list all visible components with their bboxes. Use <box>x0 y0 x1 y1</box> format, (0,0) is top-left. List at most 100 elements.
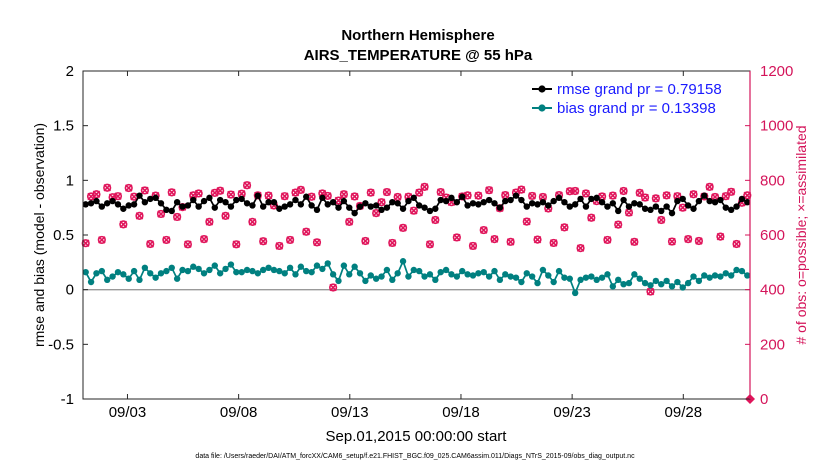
rmse-point <box>383 204 391 211</box>
obs-assimilated-point <box>350 192 359 201</box>
rmse-point <box>136 192 143 199</box>
obs-assimilated-point <box>705 183 714 191</box>
bias-point <box>303 267 310 275</box>
bias-point <box>706 274 713 281</box>
rmse-point <box>308 202 315 209</box>
obs-assimilated-point <box>415 188 423 197</box>
rmse-point <box>496 204 504 211</box>
rmse-point <box>507 196 514 204</box>
rmse-point <box>448 194 455 202</box>
obs-assimilated-point <box>426 240 434 249</box>
y2-tick-label: 200 <box>760 336 785 353</box>
obs-assimilated-point <box>243 181 251 190</box>
obs-assimilated-point <box>200 235 208 243</box>
obs-assimilated-point <box>684 235 692 243</box>
obs-assimilated-point <box>388 239 397 247</box>
obs-assimilated-point <box>598 192 606 201</box>
bias-point <box>733 266 740 274</box>
rmse-point <box>641 205 649 212</box>
rmse-point <box>668 209 676 217</box>
y-tick-label: 0 <box>66 282 74 299</box>
rmse-point <box>727 206 735 214</box>
rmse-series <box>82 192 751 217</box>
obs-assimilated-point <box>668 237 676 246</box>
obs-possible-point <box>705 182 714 191</box>
rmse-point <box>491 200 498 207</box>
bias-point <box>389 276 396 284</box>
rmse-point <box>254 192 262 199</box>
rmse-point <box>259 203 267 210</box>
obs-possible-point <box>264 191 273 200</box>
plot-area <box>83 71 750 399</box>
y-tick-label: 1.5 <box>53 118 74 135</box>
bias-point <box>641 279 649 287</box>
obs-assimilated-point <box>695 237 703 245</box>
y2-tick-label: 0 <box>760 391 768 408</box>
rmse-point <box>351 209 358 217</box>
obs-assimilated-point <box>157 210 165 218</box>
obs-assimilated-point <box>87 192 95 201</box>
bias-point <box>184 267 192 275</box>
rmse-point <box>717 196 724 204</box>
rmse-point <box>216 196 224 204</box>
rmse-point <box>303 193 310 200</box>
bias-point <box>173 275 181 282</box>
legend-box <box>528 76 746 120</box>
rmse-point <box>620 196 627 204</box>
bias-point <box>399 258 407 265</box>
bias-point <box>496 276 504 284</box>
obs-possible-point <box>162 235 171 245</box>
bias-point <box>136 276 143 284</box>
rmse-point <box>206 194 213 202</box>
x-tick-label: 09/18 <box>442 404 480 421</box>
rmse-point <box>243 200 251 207</box>
rmse-point <box>152 194 159 202</box>
obs-assimilated-point <box>630 238 639 246</box>
obs-assimilated-point <box>533 235 542 244</box>
rmse-point <box>502 197 509 205</box>
bias-point <box>582 274 590 281</box>
bias-point <box>711 272 719 279</box>
rmse-point <box>93 197 100 205</box>
rmse-point <box>378 206 385 214</box>
bias-point <box>442 266 450 274</box>
bias-point <box>432 276 439 284</box>
data-file-footnote: data file: /Users/raeder/DAI/ATM_forcXX/… <box>195 453 635 460</box>
obs-assimilated-point <box>528 192 536 200</box>
obs-assimilated-point <box>119 220 128 229</box>
rmse-point <box>701 192 708 199</box>
obs-assimilated-point <box>383 188 391 196</box>
rmse-point <box>179 203 186 210</box>
obs-assimilated-point <box>124 184 133 192</box>
obs-possible-point <box>431 215 440 225</box>
bias-point <box>663 277 670 285</box>
bias-point <box>163 267 170 275</box>
obs-assimilated-point <box>184 240 192 249</box>
bias-point <box>286 264 294 271</box>
obs-possible-point <box>221 211 230 220</box>
bias-point <box>684 279 692 287</box>
bias-point <box>459 267 466 275</box>
obs-assimilated-point <box>264 191 273 200</box>
bias-point <box>598 274 606 281</box>
obs-possible-point <box>716 232 725 241</box>
bias-point <box>550 278 557 286</box>
bias-point <box>152 274 159 281</box>
obs-possible-point <box>619 186 628 196</box>
rmse-point <box>679 195 686 203</box>
obs-assimilated-point <box>92 190 101 199</box>
rmse-point <box>539 199 547 206</box>
bias-point <box>491 267 498 275</box>
rmse-point <box>706 197 713 205</box>
rmse-point <box>561 199 568 206</box>
obs-assimilated-point <box>657 216 666 224</box>
bias-point <box>93 270 100 277</box>
y2-tick-label: 1000 <box>760 118 793 135</box>
obs-possible-point <box>339 190 348 199</box>
bias-point <box>351 263 358 270</box>
rmse-point <box>147 195 154 203</box>
obs-assimilated-point <box>485 186 493 194</box>
bias-point <box>367 272 374 279</box>
obs-assimilated-point <box>367 188 375 197</box>
bias-series <box>82 258 751 297</box>
